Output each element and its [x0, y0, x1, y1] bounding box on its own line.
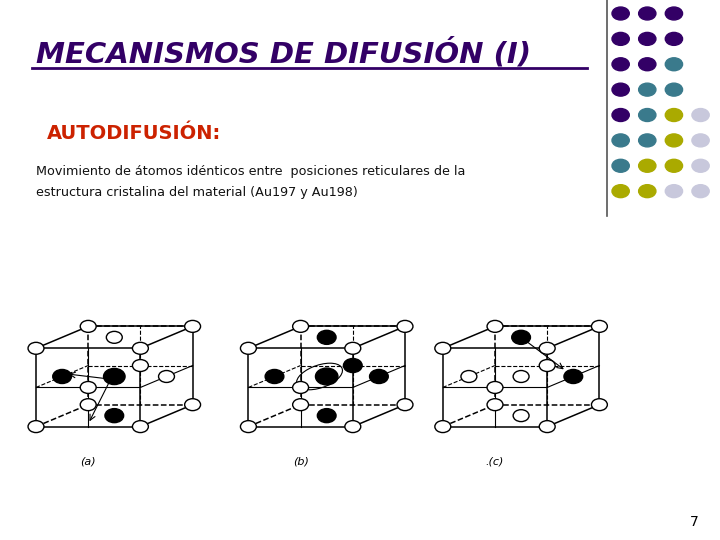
Circle shape: [240, 342, 256, 354]
Circle shape: [240, 421, 256, 433]
Text: (a): (a): [81, 456, 96, 467]
Circle shape: [513, 410, 529, 422]
Circle shape: [184, 399, 201, 410]
Circle shape: [692, 159, 709, 172]
Circle shape: [692, 134, 709, 147]
Circle shape: [80, 381, 96, 394]
Text: MECANISMOS DE DIFUSIÓN (I): MECANISMOS DE DIFUSIÓN (I): [36, 38, 531, 68]
Circle shape: [487, 320, 503, 332]
Circle shape: [692, 185, 709, 198]
Circle shape: [539, 342, 555, 354]
Circle shape: [512, 330, 531, 345]
Circle shape: [292, 320, 309, 332]
Circle shape: [158, 370, 174, 382]
Circle shape: [397, 399, 413, 410]
Circle shape: [369, 369, 388, 383]
Circle shape: [397, 320, 413, 332]
Circle shape: [612, 109, 629, 122]
Circle shape: [612, 159, 629, 172]
Circle shape: [612, 83, 629, 96]
Circle shape: [665, 159, 683, 172]
Circle shape: [318, 409, 336, 423]
Circle shape: [53, 369, 71, 383]
Circle shape: [665, 185, 683, 198]
Circle shape: [539, 360, 555, 372]
Circle shape: [132, 421, 148, 433]
Circle shape: [435, 421, 451, 433]
Circle shape: [665, 83, 683, 96]
Circle shape: [591, 399, 608, 410]
Circle shape: [639, 32, 656, 45]
Circle shape: [564, 369, 582, 383]
Text: AUTODIFUSIÓN:: AUTODIFUSIÓN:: [47, 124, 221, 143]
Circle shape: [639, 185, 656, 198]
Circle shape: [265, 369, 284, 383]
Circle shape: [639, 83, 656, 96]
Circle shape: [105, 409, 124, 423]
Circle shape: [315, 368, 338, 385]
Circle shape: [487, 399, 503, 410]
Circle shape: [639, 7, 656, 20]
Circle shape: [612, 134, 629, 147]
Circle shape: [345, 342, 361, 354]
Circle shape: [292, 399, 309, 410]
Circle shape: [132, 342, 148, 354]
Circle shape: [107, 332, 122, 343]
Circle shape: [461, 370, 477, 382]
Circle shape: [80, 320, 96, 332]
Circle shape: [692, 109, 709, 122]
Circle shape: [184, 320, 201, 332]
Text: estructura cristalina del material (Au197 y Au198): estructura cristalina del material (Au19…: [36, 186, 358, 199]
Circle shape: [513, 370, 529, 382]
Circle shape: [612, 185, 629, 198]
Circle shape: [612, 58, 629, 71]
Circle shape: [612, 32, 629, 45]
Circle shape: [665, 109, 683, 122]
Circle shape: [639, 58, 656, 71]
Circle shape: [104, 368, 125, 384]
Circle shape: [665, 134, 683, 147]
Circle shape: [28, 342, 44, 354]
Circle shape: [318, 330, 336, 345]
Circle shape: [345, 421, 361, 433]
Circle shape: [292, 381, 309, 394]
Circle shape: [639, 159, 656, 172]
Text: Movimiento de átomos idénticos entre  posiciones reticulares de la: Movimiento de átomos idénticos entre pos…: [36, 165, 465, 178]
Circle shape: [665, 7, 683, 20]
Circle shape: [28, 421, 44, 433]
Circle shape: [639, 134, 656, 147]
Text: .(c): .(c): [486, 456, 504, 467]
Circle shape: [665, 32, 683, 45]
Circle shape: [612, 7, 629, 20]
Text: 7: 7: [690, 515, 698, 529]
Circle shape: [435, 342, 451, 354]
Circle shape: [132, 360, 148, 372]
Circle shape: [665, 58, 683, 71]
Circle shape: [487, 381, 503, 394]
Circle shape: [591, 320, 608, 332]
Circle shape: [80, 399, 96, 410]
Circle shape: [639, 109, 656, 122]
Text: (b): (b): [292, 456, 309, 467]
Circle shape: [539, 421, 555, 433]
Circle shape: [343, 359, 362, 373]
